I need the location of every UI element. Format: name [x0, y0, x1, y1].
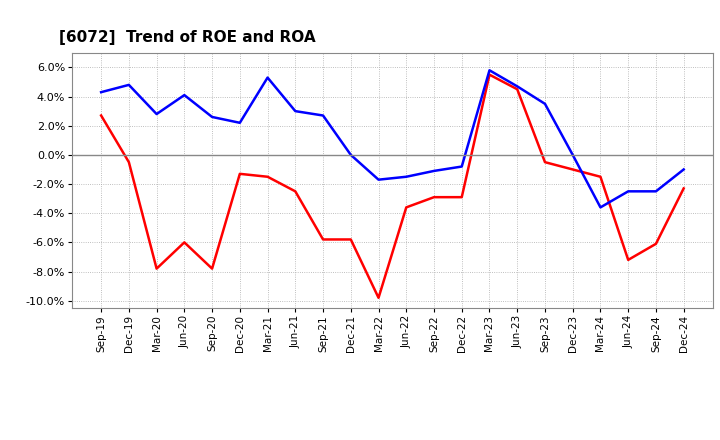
ROA [457, 164, 466, 169]
ROA [264, 75, 272, 80]
ROE [346, 237, 355, 242]
ROA [541, 101, 549, 106]
ROA [319, 113, 328, 118]
ROE [180, 240, 189, 245]
ROE [624, 257, 632, 263]
ROA [125, 82, 133, 88]
ROA [513, 84, 521, 89]
ROE [208, 266, 217, 271]
Line: ROE: ROE [101, 75, 684, 298]
ROA [180, 92, 189, 98]
ROE [652, 241, 660, 246]
ROE [457, 194, 466, 200]
ROE [513, 87, 521, 92]
ROA [485, 68, 494, 73]
ROA [153, 111, 161, 117]
ROA [291, 109, 300, 114]
ROA [430, 168, 438, 173]
ROA [624, 189, 632, 194]
ROA [596, 205, 605, 210]
ROA [680, 167, 688, 172]
ROE [374, 295, 383, 301]
ROE [541, 160, 549, 165]
ROE [291, 189, 300, 194]
ROE [596, 174, 605, 180]
ROA [402, 174, 410, 180]
ROA [208, 114, 217, 120]
ROE [264, 174, 272, 180]
Text: [6072]  Trend of ROE and ROA: [6072] Trend of ROE and ROA [59, 29, 316, 45]
ROA [96, 89, 105, 95]
ROE [680, 186, 688, 191]
ROE [430, 194, 438, 200]
ROA [235, 120, 244, 125]
ROE [96, 113, 105, 118]
ROE [319, 237, 328, 242]
ROA [568, 152, 577, 158]
ROE [125, 160, 133, 165]
ROE [402, 205, 410, 210]
ROE [153, 266, 161, 271]
ROA [652, 189, 660, 194]
ROE [485, 72, 494, 77]
ROA [374, 177, 383, 182]
ROE [568, 167, 577, 172]
ROA [346, 152, 355, 158]
ROE [235, 171, 244, 176]
Line: ROA: ROA [101, 70, 684, 207]
